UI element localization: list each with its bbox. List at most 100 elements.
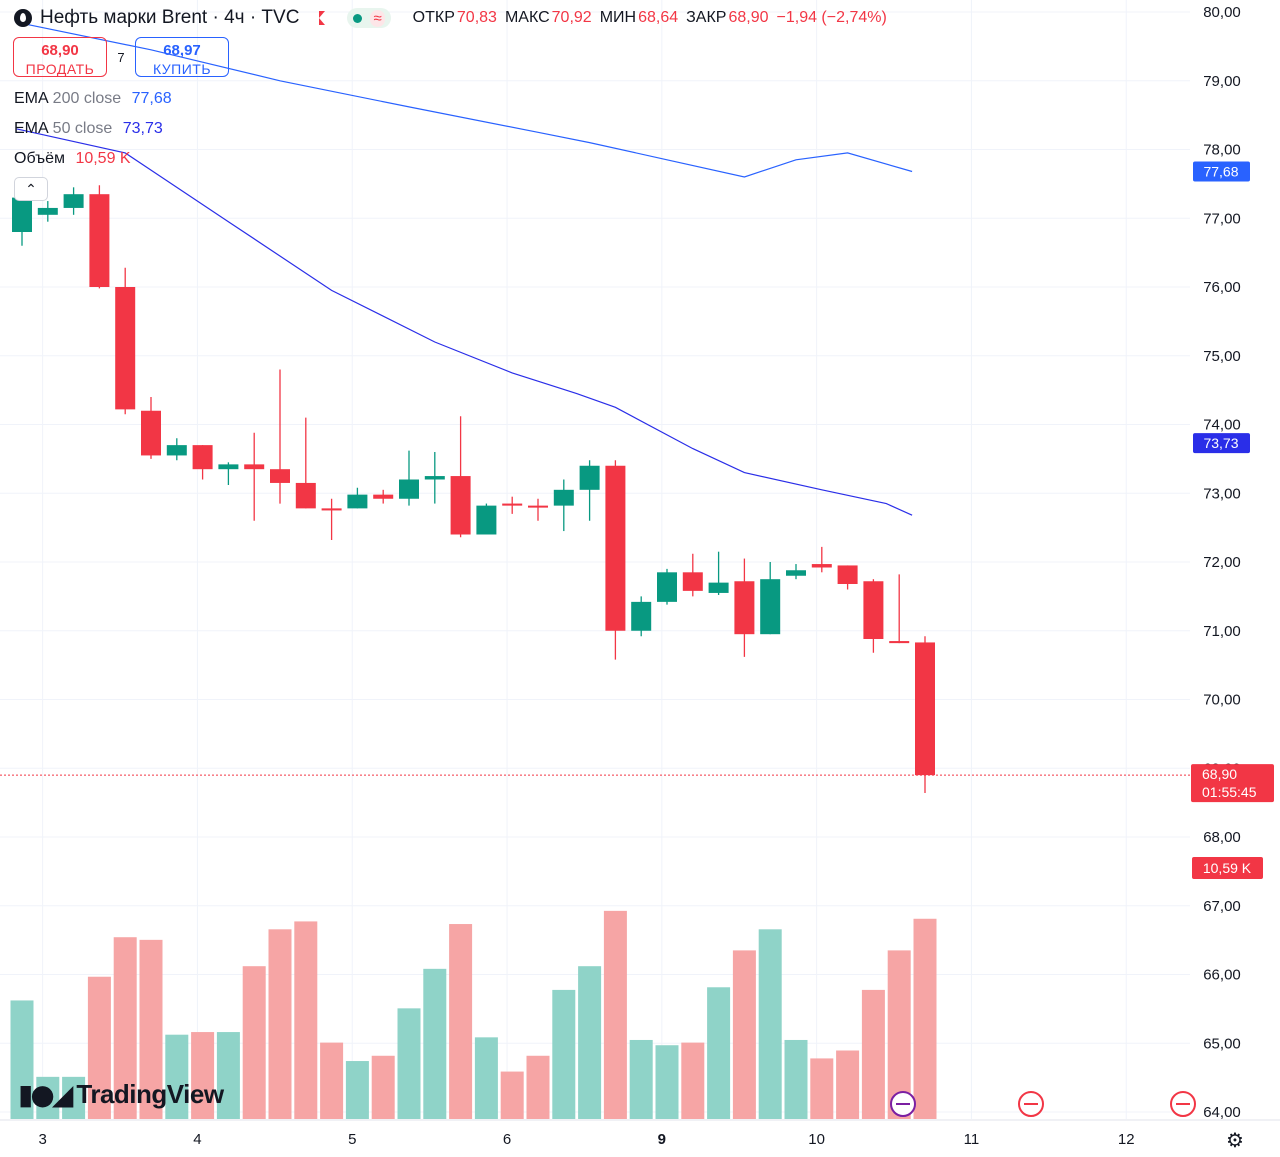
high-value: 70,92 [551,9,592,26]
time-tick-label: 6 [503,1131,511,1148]
last-price-badge [1191,764,1274,803]
price-tick-label: 72,00 [1203,554,1241,571]
candle-body [708,582,729,593]
spread-value: 7 [117,49,125,65]
low-value: 68,64 [638,9,679,26]
symbol-title[interactable]: Нефть марки Brent · 4ч · TVC [40,7,300,28]
candle-body [321,508,342,511]
logo-text: TradingView [76,1079,224,1109]
volume-bar [242,966,266,1119]
indicator-ema50[interactable]: EMA 50 close 73,73 [14,120,163,138]
candle-body [631,601,652,631]
high-label: МАКС [504,9,550,26]
candle-body [115,287,136,410]
volume-bar [861,989,885,1119]
candle-body [760,579,781,635]
volume-bar [113,937,137,1119]
volume-bar [268,929,292,1119]
volume-value: 10,59 K [75,150,131,167]
ema200-params: 200 close [52,90,122,107]
time-tick-label: 9 [658,1131,666,1148]
candle-body [450,476,471,535]
volume-bar [681,1042,705,1119]
volume-bar [707,987,731,1119]
sell-button[interactable]: 68,90 ПРОДАТЬ [13,37,107,77]
tradingview-logo[interactable]: ▮●◢ TradingView [18,1078,224,1111]
volume-bar [139,939,163,1119]
candle-body [837,565,858,584]
volume-bar [526,1055,550,1119]
ema200-value: 77,68 [131,90,172,107]
indicator-volume[interactable]: Объём 10,59 K [14,150,131,168]
market-open-dot-icon [353,13,363,23]
volume-bar [294,921,318,1119]
candle-body [786,570,806,576]
ema50-line [16,128,913,516]
candle-body [166,445,187,456]
candle-body [528,505,548,508]
collapse-legend-button[interactable]: ⌃ [14,177,48,201]
candle-body [373,494,394,499]
volume-bar [36,1076,60,1119]
buy-button[interactable]: 68,97 КУПИТЬ [135,37,229,77]
volume-bar [913,918,937,1119]
price-tick-label: 66,00 [1203,967,1241,984]
ema200-line [16,21,913,178]
market-status-badge[interactable]: ≈ [347,8,391,28]
volume-bar [784,1039,808,1119]
candle-body [579,465,600,490]
volume-bar [397,1008,421,1119]
volume-bar [629,1039,653,1119]
candle-body [682,572,703,591]
volume-bars [10,910,937,1119]
ema50-badge-label: 73,73 [1203,435,1238,451]
price-tick-label: 67,00 [1203,898,1241,915]
candle-body [399,479,419,499]
price-tick-label: 79,00 [1203,73,1241,90]
price-tick-label: 71,00 [1203,623,1241,640]
candle-body [502,503,523,506]
ema200-name: EMA [14,90,49,107]
settings-gear-icon[interactable]: ⚙ [1226,1130,1244,1152]
time-tick-label: 4 [193,1131,201,1148]
chevron-up-icon: ⌃ [25,181,37,197]
candle-body [270,469,290,483]
candle-body [295,482,316,509]
candle-body [192,445,213,470]
volume-badge [1192,857,1263,879]
volume-bar [345,1061,369,1119]
candle-body [863,581,884,639]
close-value: 68,90 [728,9,769,26]
candle-body [12,197,32,232]
trade-panel: 68,90 ПРОДАТЬ 7 68,97 КУПИТЬ [13,37,229,77]
volume-bar [165,1034,189,1119]
volume-bar [216,1032,240,1119]
volume-bar [320,1042,344,1119]
ema200-badge-label: 77,68 [1203,164,1238,180]
time-axis: 3 4 5 6 9 10 11 12 [38,1131,1134,1148]
candle-body [141,410,161,456]
indicator-ema200[interactable]: EMA 200 close 77,68 [14,90,172,108]
candle-body [915,642,935,776]
volume-badge-label: 10,59 K [1203,860,1252,876]
ema50-params: 50 close [52,120,113,137]
change-value: −1,94 (−2,74%) [776,9,887,26]
candle-body [424,476,445,480]
volume-bar [62,1076,86,1119]
ema200-badge [1193,161,1250,182]
volume-bar [578,966,602,1119]
price-tick-label: 64,00 [1203,1104,1241,1121]
time-tick-label: 10 [808,1131,825,1148]
sell-label: ПРОДАТЬ [25,61,95,77]
volume-bar [87,976,111,1119]
price-tick-label: 65,00 [1203,1035,1241,1052]
candle-body [476,505,497,535]
volume-bar [655,1045,679,1119]
volume-bar [810,1058,834,1119]
countdown-label: 01:55:45 [1202,784,1257,800]
candles [0,185,1190,793]
ema50-name: EMA [14,120,49,137]
tv-logo-icon: ▮●◢ [18,1078,73,1111]
flag-icon[interactable] [319,11,326,25]
